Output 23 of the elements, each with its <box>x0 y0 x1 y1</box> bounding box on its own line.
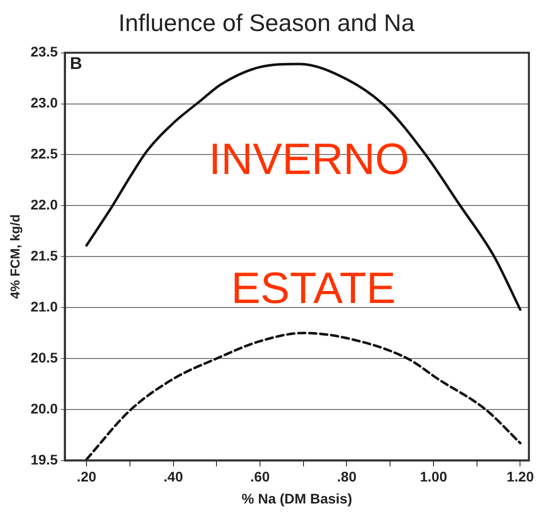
x-axis-title: % Na (DM Basis) <box>242 490 352 506</box>
line-series <box>85 62 522 311</box>
x-tick-label: 1.00 <box>420 468 448 485</box>
y-tick-label: 19.5 <box>30 451 58 468</box>
y-tick-label: 20.0 <box>30 400 58 416</box>
y-tick-label: 21.0 <box>30 298 58 314</box>
series-label: ESTATE <box>231 264 396 314</box>
y-tick-label: 23.5 <box>30 44 58 60</box>
y-tick-label: 23.0 <box>30 94 58 111</box>
x-tick-label: .20 <box>76 468 96 485</box>
line-series <box>85 332 522 460</box>
x-tick-label: .80 <box>337 468 357 485</box>
chart-title: Influence of Season and Na <box>118 10 416 38</box>
annotation: B <box>70 54 82 73</box>
x-tick-label: .40 <box>164 468 184 485</box>
x-tick-label: .60 <box>250 468 270 485</box>
y-tick-label: 22.5 <box>30 146 58 162</box>
y-axis-title: 4% FCM, kg/d <box>7 214 22 299</box>
y-tick-label: 21.5 <box>30 247 58 264</box>
x-tick-label: 1.20 <box>506 468 534 485</box>
series-label: INVERNO <box>208 135 410 184</box>
y-tick-label: 20.5 <box>30 349 58 366</box>
y-tick-label: 22.0 <box>30 196 58 213</box>
